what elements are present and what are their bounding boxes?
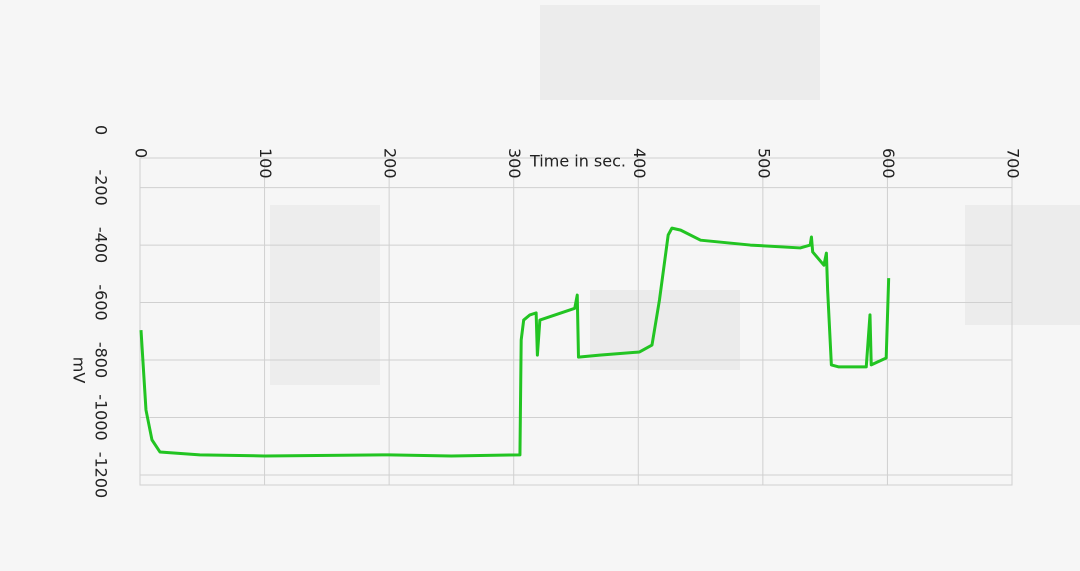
y-tick-label: -400 bbox=[92, 227, 111, 263]
y-tick-label: -200 bbox=[92, 169, 111, 205]
data-line bbox=[139, 226, 891, 458]
x-tick-label: 0 bbox=[132, 148, 151, 158]
y-tick-label: -600 bbox=[92, 284, 111, 320]
x-tick-label: 100 bbox=[256, 148, 275, 179]
x-tick-label: 500 bbox=[754, 148, 773, 179]
y-tick-label: 0 bbox=[92, 125, 111, 135]
y-tick-label: -1000 bbox=[92, 394, 111, 441]
y-axis-title: mV bbox=[70, 357, 89, 384]
x-axis-title: Time in sec. bbox=[529, 152, 626, 171]
watermark bbox=[965, 205, 1080, 325]
x-tick-label: 300 bbox=[505, 148, 524, 179]
y-tick-label: -800 bbox=[92, 342, 111, 378]
x-tick-label: 400 bbox=[630, 148, 649, 179]
watermark bbox=[590, 290, 740, 370]
watermark bbox=[540, 5, 820, 100]
watermark bbox=[270, 205, 380, 385]
y-tick-label: -1200 bbox=[92, 452, 111, 499]
x-tick-label: 600 bbox=[879, 148, 898, 179]
x-tick-label: 200 bbox=[381, 148, 400, 179]
x-tick-label: 700 bbox=[1004, 148, 1023, 179]
